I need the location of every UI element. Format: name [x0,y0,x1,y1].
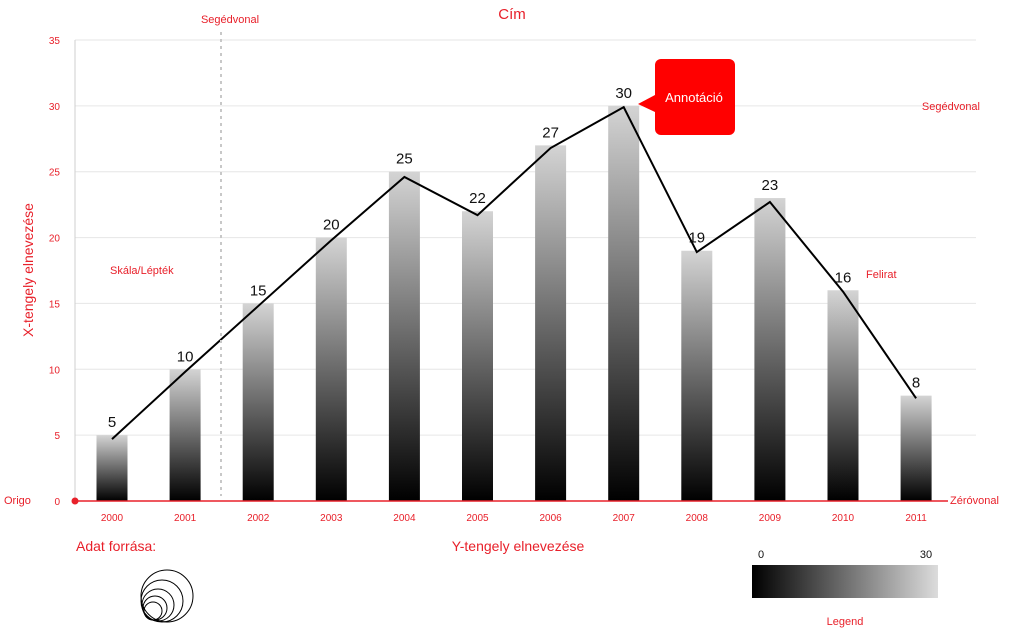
bar [827,290,859,501]
data-label: 22 [469,190,486,207]
bar [900,395,932,501]
legend-label: Legend [827,616,864,628]
data-label: 5 [108,414,116,431]
y-tick-label: 20 [49,234,61,245]
bar [96,435,128,501]
caption-label: Felirat [866,269,897,281]
bar [681,250,713,501]
trend-line [111,105,917,440]
source-label: Adat forrása: [76,538,156,554]
bar [388,171,420,501]
bars [96,105,932,502]
legend-gradient [752,565,938,598]
x-tick-label: 2008 [686,513,709,524]
data-label: 20 [323,217,340,234]
x-tick-label: 2006 [539,513,562,524]
data-label: 15 [250,282,267,299]
y-tick-label: 0 [54,497,60,508]
bar [315,237,347,502]
y-axis-label: X-tengely elnevezése [20,203,36,337]
scale-label: Skála/Lépték [110,265,174,277]
data-label: 19 [688,230,705,247]
annotation-callout: Annotáció [638,59,735,135]
bar [608,105,640,501]
chart-title: Cím [498,6,526,23]
data-label: 10 [177,348,194,365]
x-tick-label: 2001 [174,513,197,524]
x-tick-labels: 2000 2001 2002 2003 2004 2005 2006 2007 2008 2009… [101,513,927,524]
line-series [111,105,917,440]
x-axis-label: Y-tengely elnevezése [452,538,585,554]
legend: 0 30 Legend [752,549,938,628]
data-label: 30 [615,85,632,102]
x-tick-label: 2002 [247,513,270,524]
x-tick-label: 2003 [320,513,343,524]
x-tick-label: 2005 [466,513,489,524]
annotation-text: Annotáció [665,90,723,105]
origin-dot [71,497,79,505]
bar [242,303,274,501]
y-tick-label: 15 [49,299,61,310]
x-tick-label: 2000 [101,513,124,524]
bar [462,211,493,501]
legend-max: 30 [920,549,932,561]
circles-icon [140,569,194,623]
data-label: 23 [762,177,779,194]
reference-line-label: Segédvonal [201,14,259,26]
origin-label: Origo [4,495,31,507]
y-tick-labels: 0 5 10 15 20 25 30 35 [49,36,61,508]
legend-min: 0 [758,549,764,561]
bar [169,369,201,501]
data-label: 16 [835,269,852,286]
x-tick-label: 2007 [613,513,636,524]
data-labels: 5 10 15 20 25 22 27 30 19 23 16 8 [108,85,920,431]
data-label: 25 [396,151,413,168]
x-tick-label: 2009 [759,513,782,524]
data-label: 27 [542,124,559,141]
zero-line-label: Zéróvonal [950,495,999,507]
bar [535,145,567,501]
bar [754,198,786,502]
y-tick-label: 25 [49,168,61,179]
y-tick-label: 35 [49,36,61,47]
data-label: 8 [912,375,920,392]
horizontal-guide-label: Segédvonal [922,101,980,113]
y-tick-label: 30 [49,102,61,113]
x-tick-label: 2010 [832,513,855,524]
x-tick-label: 2011 [905,513,927,524]
y-tick-label: 10 [49,365,61,376]
y-tick-label: 5 [54,431,60,442]
x-tick-label: 2004 [393,513,416,524]
